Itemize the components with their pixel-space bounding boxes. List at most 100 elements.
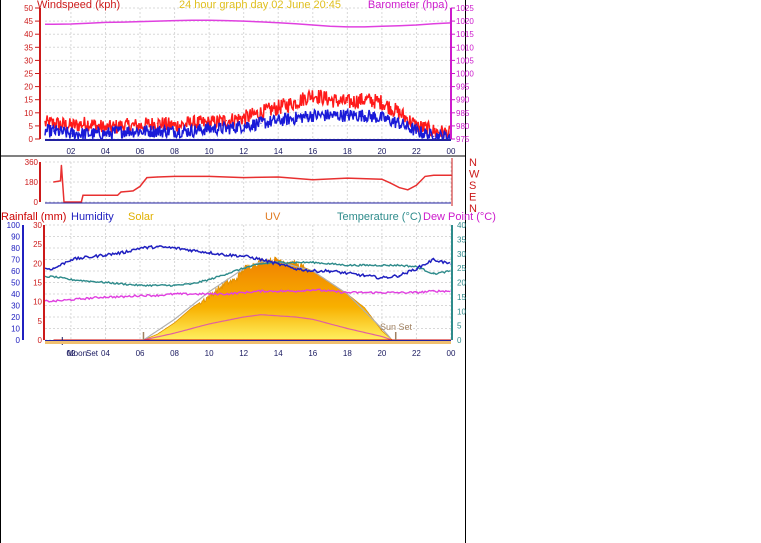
humidity-point — [156, 246, 158, 248]
wind-direction-point — [312, 179, 314, 181]
wind-direction-point — [424, 175, 426, 178]
humidity-tick-70: 70 — [11, 256, 20, 265]
dewpoint-point — [433, 290, 435, 292]
windspeed-gust-point — [260, 112, 262, 114]
temp-tick-35: 35 — [457, 235, 466, 244]
humidity-tick-80: 80 — [11, 244, 20, 253]
wind-direction-point — [156, 176, 158, 178]
temperature-line — [44, 260, 451, 288]
panel3-x-tick-20: 20 — [377, 349, 386, 358]
dewpoint-point — [415, 291, 418, 294]
windspeed-gust-point — [70, 125, 72, 127]
wind-direction-point — [132, 190, 134, 192]
panel1-x-tick-16: 16 — [308, 147, 317, 156]
barometer-tick-1025: 1025 — [456, 4, 474, 13]
panel1-x-tick-14: 14 — [274, 147, 283, 156]
windspeed-gust-point — [381, 101, 383, 103]
windspeed-gust-line — [44, 88, 452, 140]
wind-direction-point — [243, 176, 245, 179]
wind-direction-point — [53, 181, 55, 183]
windspeed-avg-point — [208, 127, 210, 130]
humidity-point — [329, 270, 331, 272]
windspeed-tick-20: 20 — [24, 83, 33, 92]
windspeed-avg-point — [433, 135, 435, 137]
temp-tick-5: 5 — [457, 322, 462, 331]
temp-tick-20: 20 — [457, 279, 466, 288]
humidity-tick-30: 30 — [11, 302, 20, 311]
wind-direction-point — [139, 185, 141, 188]
wind-direction-point — [450, 174, 452, 176]
windspeed-tick-35: 35 — [24, 43, 33, 52]
dewpoint-point — [346, 291, 348, 294]
dewpoint-point — [104, 296, 107, 298]
rain-tick-20: 20 — [33, 259, 42, 268]
barometer-tick-990: 990 — [456, 96, 470, 105]
compass-N: N — [469, 203, 477, 215]
sunset-label: Sun Set — [380, 322, 413, 332]
wind-direction-point — [82, 194, 84, 196]
wind-direction-point — [146, 176, 148, 179]
dewpoint-point — [364, 291, 366, 294]
direction-tick-180: 180 — [25, 178, 39, 187]
panel1-x-tick-10: 10 — [205, 147, 214, 156]
wind-direction-point — [407, 189, 409, 191]
graph-title: 24 hour graph day 02 June 20:45 — [179, 0, 341, 11]
temperature-point — [260, 263, 262, 265]
humidity-point — [139, 247, 141, 249]
humidity-point — [173, 247, 176, 249]
wind-direction-point — [80, 201, 82, 203]
windspeed-avg-point — [122, 130, 124, 132]
humidity-point — [415, 268, 418, 270]
dewpoint-point — [277, 290, 279, 292]
windspeed-tick-5: 5 — [29, 122, 34, 131]
wind-direction-point — [60, 164, 63, 166]
temperature-point — [225, 273, 228, 275]
rain-tick-15: 15 — [33, 279, 42, 288]
windspeed-tick-25: 25 — [24, 70, 33, 79]
windspeed-gust-point — [191, 122, 193, 124]
humidity-tick-40: 40 — [11, 290, 20, 299]
panel1-x-tick-00: 00 — [447, 147, 456, 156]
dewpoint-point — [70, 299, 72, 301]
humidity-point — [225, 254, 228, 256]
dewpoint-point — [208, 293, 210, 295]
windspeed-gust-point — [364, 99, 366, 101]
dewpoint-point — [294, 290, 297, 292]
windspeed-avg-point — [156, 130, 158, 132]
windspeed-tick-45: 45 — [24, 17, 33, 26]
temperature-point — [433, 273, 435, 275]
temperature-point — [364, 264, 366, 266]
windspeed-gust-point — [225, 120, 228, 122]
temperature-point — [415, 266, 418, 268]
temperature-point — [87, 280, 89, 282]
windspeed-avg-point — [329, 114, 331, 117]
windspeed-avg-point — [415, 130, 418, 132]
temperature-point — [277, 261, 279, 263]
windspeed-avg-point — [70, 133, 72, 135]
wind-direction-point — [277, 176, 279, 178]
windspeed-avg-line — [44, 107, 452, 141]
humidity-point — [104, 254, 107, 256]
humidity-tick-10: 10 — [11, 325, 20, 334]
moon-label: Moon — [67, 349, 87, 358]
humidity-point — [312, 270, 314, 272]
windspeed-gust-point — [312, 93, 314, 96]
humidity-point — [208, 252, 210, 254]
temperature-point — [191, 283, 193, 285]
windspeed-gust-point — [398, 112, 400, 114]
panel1-x-tick-06: 06 — [136, 147, 145, 156]
temperature-point — [398, 264, 400, 266]
legend-temperature: Temperature (°C) — [337, 211, 421, 223]
panel3-x-tick-16: 16 — [308, 349, 317, 358]
rain-tick-10: 10 — [33, 298, 42, 307]
wind-direction-point — [415, 184, 418, 186]
windspeed-avg-point — [294, 117, 297, 119]
windspeed-tick-30: 30 — [24, 56, 33, 65]
wind-direction-point — [173, 175, 176, 178]
temperature-point — [329, 263, 331, 265]
dewpoint-point — [243, 291, 245, 294]
windspeed-avg-point — [398, 122, 400, 124]
panel3-x-tick-12: 12 — [239, 349, 248, 358]
humidity-point — [381, 277, 383, 279]
